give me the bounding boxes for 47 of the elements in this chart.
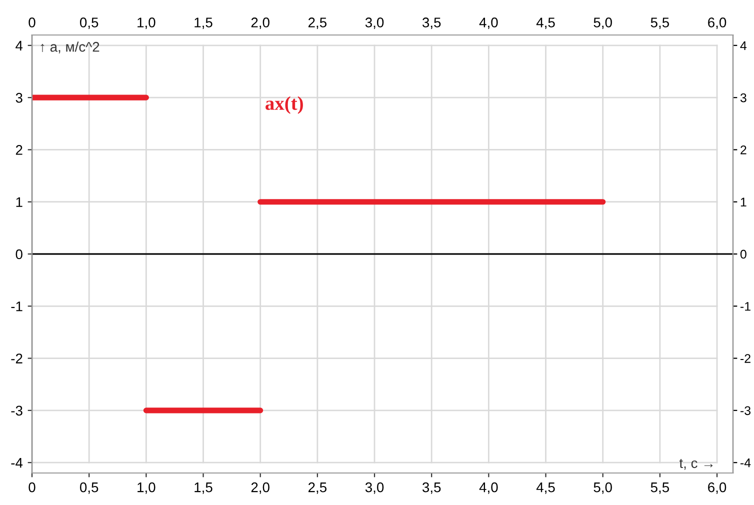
x-tick-label: 2,5 bbox=[308, 18, 326, 30]
x-tick-label: 6,0 bbox=[708, 18, 726, 30]
x-tick-label: 5,0 bbox=[594, 18, 612, 30]
x2-tick-label: 1,5 bbox=[194, 482, 212, 494]
x2-tick-label: 4,5 bbox=[536, 482, 555, 494]
y2-tick-label: -1 bbox=[740, 302, 750, 311]
x2-tick-label: 3,5 bbox=[422, 482, 441, 494]
x-tick-label: 4,5 bbox=[536, 18, 555, 30]
x2-tick-label: 5,5 bbox=[650, 482, 670, 494]
x2-tick-label: 0,5 bbox=[80, 482, 98, 494]
x-tick-label: 3,0 bbox=[365, 18, 384, 30]
x-tick-label: 5,5 bbox=[650, 18, 670, 30]
y2-tick-label: 4 bbox=[740, 41, 747, 50]
x2-tick-label: 6,0 bbox=[708, 482, 726, 494]
y2-tick-label: 2 bbox=[740, 146, 746, 154]
x-tick-label: 0,5 bbox=[80, 18, 98, 30]
y2-tick-label: 0 bbox=[740, 250, 746, 259]
y2-tick-label: -2 bbox=[740, 354, 750, 363]
y-tick-label: 2 bbox=[16, 145, 22, 155]
x2-tick-label: 4,0 bbox=[479, 482, 498, 494]
y-tick-label: 1 bbox=[16, 197, 22, 207]
y-tick-label: -3 bbox=[11, 406, 22, 416]
y-tick-label: -2 bbox=[11, 354, 22, 364]
y2-tick-label: 3 bbox=[740, 93, 746, 102]
x2-tick-label: 2,0 bbox=[251, 482, 270, 494]
y-tick-label: 4 bbox=[16, 40, 23, 50]
x-tick-label: 4,0 bbox=[479, 18, 498, 30]
y2-tick-label: 1 bbox=[740, 198, 746, 206]
x-tick-label: 3,5 bbox=[422, 18, 441, 30]
y-tick-label: 3 bbox=[16, 92, 22, 103]
x-tick-label: 2,0 bbox=[251, 18, 270, 30]
x2-tick-label: 3,0 bbox=[365, 482, 384, 494]
x-tick-label: 1,0 bbox=[138, 18, 156, 30]
x2-tick-label: 5,0 bbox=[594, 482, 612, 494]
annotation: ax(t) bbox=[266, 96, 303, 114]
x-tick-label: 0 bbox=[28, 18, 36, 28]
y-tick-label: -1 bbox=[11, 302, 22, 312]
x-tick-label: 1,5 bbox=[194, 18, 212, 30]
y-axis-title: ↑ a, м/с^2 bbox=[40, 42, 100, 54]
x2-tick-label: 0 bbox=[28, 482, 36, 492]
x2-tick-label: 1,0 bbox=[138, 482, 156, 494]
y2-tick-label: -3 bbox=[740, 406, 751, 416]
x2-tick-label: 2,5 bbox=[308, 482, 326, 494]
y-tick-label: 0 bbox=[16, 249, 22, 260]
x-axis-title: t, c → bbox=[679, 458, 713, 470]
y-tick-label: -4 bbox=[11, 458, 23, 468]
y2-tick-label: -4 bbox=[740, 458, 751, 468]
